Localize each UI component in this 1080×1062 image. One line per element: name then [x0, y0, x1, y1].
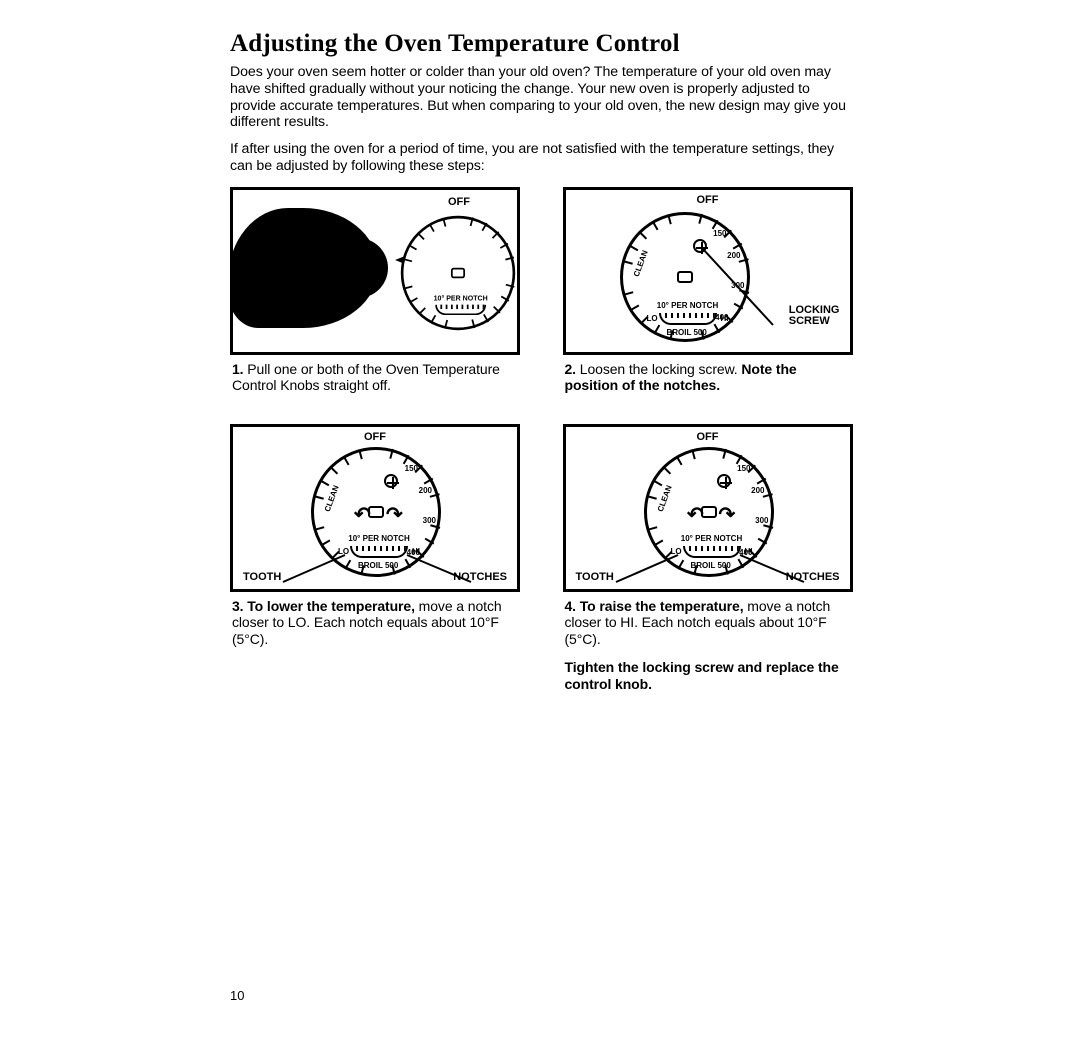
intro-paragraph-2: If after using the oven for a period of … — [230, 141, 855, 175]
step-1-caption: 1. Pull one or both of the Oven Temperat… — [230, 361, 520, 394]
dial-1: 10° PER NOTCH — [401, 215, 515, 329]
intro-paragraph-1: Does your oven seem hotter or colder tha… — [230, 64, 855, 131]
figure-2-box: OFF 10° PER NOTCH BROIL 500 LO HI CLEAN … — [563, 187, 853, 355]
off-label: OFF — [697, 194, 719, 206]
step-4: OFF 10° PER NOTCH BROIL 500 LO HI CLEAN … — [563, 424, 853, 693]
step-2-caption: 2. Loosen the locking screw. Note the po… — [563, 361, 853, 394]
step-number: 2. — [565, 361, 576, 377]
figure-1-box: OFF 10° PER NOTCH — [230, 187, 520, 355]
step-1: OFF 10° PER NOTCH 1. Pull one or both of… — [230, 187, 520, 394]
step-text: Pull one or both of the Oven Temperature… — [232, 361, 500, 394]
step-3: OFF 10° PER NOTCH BROIL 500 LO HI CLEAN … — [230, 424, 520, 693]
step-2: OFF 10° PER NOTCH BROIL 500 LO HI CLEAN … — [563, 187, 853, 394]
step-number: 1. — [232, 361, 243, 377]
step-4-caption: 4. To raise the temperature, move a notc… — [563, 598, 853, 648]
callout-line — [623, 215, 823, 355]
step-4-extra: Tighten the locking screw and replace th… — [563, 659, 853, 692]
figure-4-box: OFF 10° PER NOTCH BROIL 500 LO HI CLEAN … — [563, 424, 853, 592]
page-title: Adjusting the Oven Temperature Control — [230, 30, 855, 58]
off-label: OFF — [448, 196, 470, 208]
callout-lines — [566, 427, 853, 592]
tooth-label: TOOTH — [243, 571, 281, 583]
page-number: 10 — [230, 988, 244, 1003]
step-text: Loosen the locking screw. — [576, 361, 741, 377]
notches-label: NOTCHES — [786, 571, 840, 583]
callout-lines — [233, 427, 520, 592]
locking-screw-label: LOCKINGSCREW — [789, 305, 840, 328]
hand-illustration — [230, 198, 398, 348]
notch-strip — [435, 304, 486, 315]
step-bold: To raise the temperature, — [576, 598, 744, 614]
step-number: 3. — [232, 598, 243, 614]
step-bold: To lower the temperature, — [243, 598, 414, 614]
figure-3-box: OFF 10° PER NOTCH BROIL 500 LO HI CLEAN … — [230, 424, 520, 592]
step-3-caption: 3. To lower the temperature, move a notc… — [230, 598, 520, 648]
pernotch-label: 10° PER NOTCH — [421, 294, 500, 302]
notches-label: NOTCHES — [453, 571, 507, 583]
dial-2: 10° PER NOTCH BROIL 500 LO HI CLEAN 150 … — [620, 212, 750, 342]
tooth-label: TOOTH — [576, 571, 614, 583]
step-number: 4. — [565, 598, 576, 614]
